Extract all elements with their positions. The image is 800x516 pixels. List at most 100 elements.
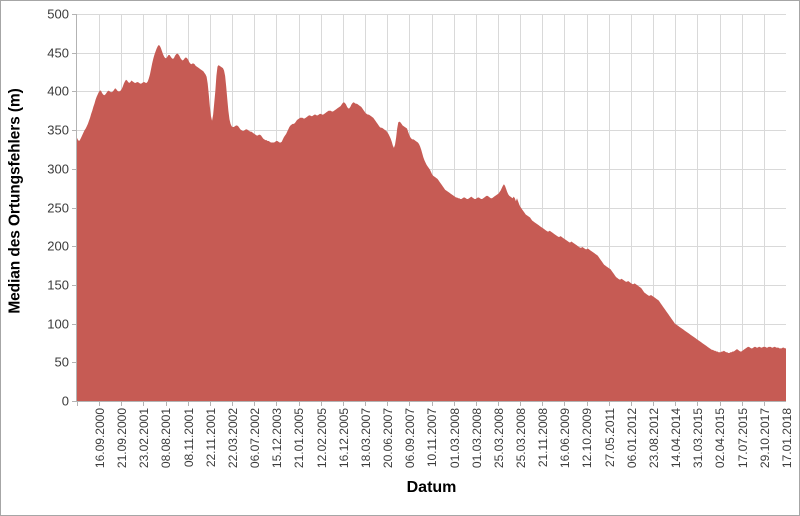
y-tick-label: 200: [47, 238, 69, 254]
y-tick-label: 100: [47, 316, 69, 332]
x-tick-label: 23.08.2012: [647, 408, 662, 469]
gridline-horizontal: [77, 91, 786, 93]
x-tick-mark: [498, 401, 499, 406]
gridline-horizontal: [77, 14, 786, 15]
x-tick-label: 01.03.2008: [470, 408, 485, 469]
x-tick-label: 21.11.2008: [536, 408, 551, 468]
gridline-vertical: [764, 14, 765, 401]
x-tick-label: 22.03.2002: [226, 408, 241, 469]
x-tick-mark: [476, 401, 477, 406]
x-tick-mark: [631, 401, 632, 406]
y-tick-label: 50: [54, 354, 69, 370]
y-tick-label: 150: [47, 277, 69, 293]
x-tick-label: 16.09.2000: [93, 408, 108, 469]
x-tick-mark: [99, 401, 100, 406]
x-tick-label: 06.07.2002: [248, 408, 263, 469]
gridline-vertical: [653, 14, 654, 401]
x-tick-mark: [409, 401, 410, 406]
x-tick-mark: [587, 401, 588, 406]
x-tick-label: 10.11.2007: [425, 408, 440, 468]
y-axis-tick-labels: 0 50 100 150 200 250 300 350 400 450 500: [31, 1, 73, 415]
x-tick-label: 25.03.2008: [492, 408, 507, 469]
x-tick-mark: [166, 401, 167, 406]
x-tick-label: 23.02.2001: [137, 408, 152, 469]
x-tick-mark: [720, 401, 721, 406]
x-axis-title: Datum: [406, 479, 457, 496]
x-tick-mark: [343, 401, 344, 406]
x-tick-label: 21.09.2000: [115, 408, 130, 469]
area-series: [77, 44, 786, 401]
x-tick-label: 21.01.2005: [292, 408, 307, 469]
x-tick-mark: [299, 401, 300, 406]
area-path: [77, 44, 786, 401]
y-tick-mark: [72, 362, 77, 364]
x-axis-line: [76, 401, 786, 402]
x-tick-label: 08.11.2001: [182, 408, 197, 468]
x-tick-mark: [542, 401, 543, 406]
x-tick-mark: [77, 401, 78, 406]
x-tick-label: 29.10.2017: [758, 408, 773, 469]
x-tick-mark: [697, 401, 698, 406]
gridline-vertical: [675, 14, 676, 401]
gridline-vertical: [542, 14, 543, 401]
x-tick-label: 01.03.2008: [448, 408, 463, 469]
y-tick-mark: [72, 401, 77, 402]
x-tick-mark: [210, 401, 211, 406]
y-tick-mark: [72, 91, 77, 93]
x-tick-label: 25.03.2008: [514, 408, 529, 469]
x-axis-tick-labels: 16.09.2000 21.09.2000 23.02.2001 08.08.2001…: [77, 408, 794, 478]
x-tick-label: 17.07.2015: [736, 408, 751, 469]
x-tick-label: 15.12.2003: [270, 408, 285, 469]
x-tick-label: 12.10.2009: [580, 408, 595, 469]
x-tick-mark: [254, 401, 255, 406]
x-tick-label: 16.06.2009: [558, 408, 573, 469]
x-tick-mark: [454, 401, 455, 406]
y-tick-mark: [72, 52, 77, 54]
x-tick-mark: [742, 401, 743, 406]
x-tick-label: 22.11.2001: [204, 408, 219, 468]
x-tick-label: 06.01.2012: [625, 408, 640, 469]
y-axis-title: Median des Ortungsfehlers (m): [1, 1, 31, 401]
y-tick-mark: [72, 207, 77, 209]
x-tick-mark: [121, 401, 122, 406]
y-tick-label: 0: [61, 393, 69, 409]
y-tick-label: 250: [47, 200, 69, 215]
x-tick-label: 08.08.2001: [159, 408, 174, 469]
gridline-vertical: [564, 14, 565, 401]
y-tick-label: 500: [47, 6, 69, 22]
y-tick-mark: [72, 323, 77, 325]
x-tick-mark: [564, 401, 565, 406]
x-axis-tick-marks: [77, 401, 786, 409]
gridline-horizontal: [77, 130, 786, 132]
x-tick-mark: [675, 401, 676, 406]
gridline-vertical: [587, 14, 588, 401]
x-tick-label: 06.09.2007: [403, 408, 418, 469]
x-tick-label: 12.02.2005: [315, 408, 330, 469]
gridline-vertical: [742, 14, 743, 401]
gridline-vertical: [609, 14, 610, 401]
x-tick-label: 17.01.2018: [780, 408, 795, 469]
y-tick-label: 450: [47, 45, 69, 61]
x-tick-mark: [321, 401, 322, 406]
y-tick-mark: [72, 284, 77, 286]
x-tick-mark: [365, 401, 366, 406]
x-tick-label: 31.03.2015: [691, 408, 706, 469]
x-tick-mark: [609, 401, 610, 406]
x-tick-label: 18.03.2007: [359, 408, 374, 469]
y-tick-label: 300: [47, 161, 69, 177]
y-tick-label: 350: [47, 122, 69, 138]
y-tick-mark: [72, 14, 77, 15]
gridline-vertical: [720, 14, 721, 401]
x-tick-label: 20.06.2007: [381, 408, 396, 469]
x-tick-label: 27.05.2011: [603, 408, 618, 468]
x-tick-mark: [232, 401, 233, 406]
x-tick-mark: [276, 401, 277, 406]
gridline-vertical: [631, 14, 632, 401]
x-tick-label: 14.04.2014: [669, 408, 684, 469]
y-tick-label: 400: [47, 83, 69, 99]
x-tick-mark: [520, 401, 521, 406]
x-tick-mark: [764, 401, 765, 406]
x-tick-label: 16.12.2005: [337, 408, 352, 469]
gridline-vertical: [697, 14, 698, 401]
